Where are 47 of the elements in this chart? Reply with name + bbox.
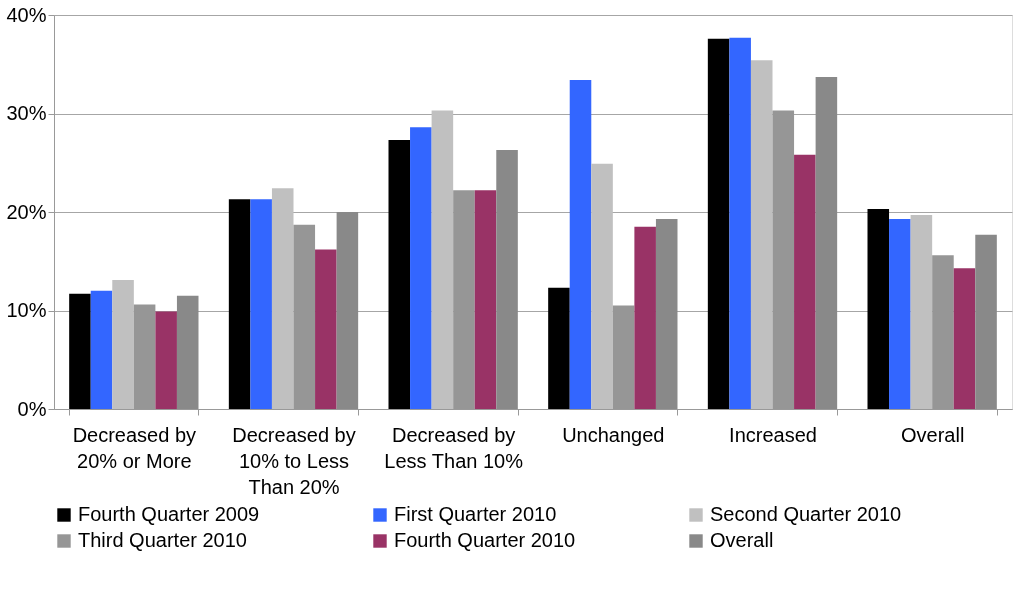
bar xyxy=(388,140,411,409)
bar xyxy=(228,199,251,409)
x-tick-label: Unchanged xyxy=(562,423,665,446)
bar xyxy=(953,268,976,409)
bar xyxy=(431,110,454,409)
bar xyxy=(69,293,91,409)
legend-label: Third Quarter 2010 xyxy=(78,529,247,551)
y-tick-label: 10% xyxy=(6,299,47,321)
legend-label: Fourth Quarter 2009 xyxy=(78,503,260,525)
bar xyxy=(336,212,359,409)
bar xyxy=(815,77,838,409)
bar xyxy=(112,279,134,409)
bar xyxy=(910,214,933,409)
bar xyxy=(176,295,199,409)
bar xyxy=(889,218,911,409)
bar xyxy=(707,38,730,409)
y-tick-label: 30% xyxy=(6,102,47,124)
legend-label: Overall xyxy=(710,529,774,551)
bar xyxy=(569,80,592,409)
bar xyxy=(250,199,272,409)
bar xyxy=(655,218,678,409)
bar xyxy=(975,234,997,409)
bar xyxy=(591,163,613,409)
bar xyxy=(474,190,497,409)
bar xyxy=(729,37,751,409)
x-tick-label: Overall xyxy=(900,423,965,446)
legend-label: Second Quarter 2010 xyxy=(710,503,902,525)
x-tick-label: Decreased by 20% or More xyxy=(72,423,197,472)
bar xyxy=(548,287,570,409)
bar xyxy=(155,311,177,409)
bar xyxy=(315,249,337,409)
bar xyxy=(410,127,432,409)
bar xyxy=(867,209,890,409)
legend-label: First Quarter 2010 xyxy=(394,503,557,525)
y-tick-label: 20% xyxy=(6,200,47,223)
y-tick-label: 40% xyxy=(6,3,47,26)
x-tick-label: Decreased by Less Than 10% xyxy=(384,423,524,472)
bar xyxy=(794,154,816,409)
bar xyxy=(90,290,113,409)
bar xyxy=(496,149,518,409)
legend-label: Fourth Quarter 2010 xyxy=(394,529,576,551)
bar xyxy=(750,60,773,409)
y-tick-label: 0% xyxy=(17,397,47,420)
x-tick-label: Increased xyxy=(729,423,817,446)
bar xyxy=(634,226,656,409)
bar xyxy=(271,188,294,409)
x-tick-label: Decreased by 10% to Less Than 20% xyxy=(232,423,356,498)
